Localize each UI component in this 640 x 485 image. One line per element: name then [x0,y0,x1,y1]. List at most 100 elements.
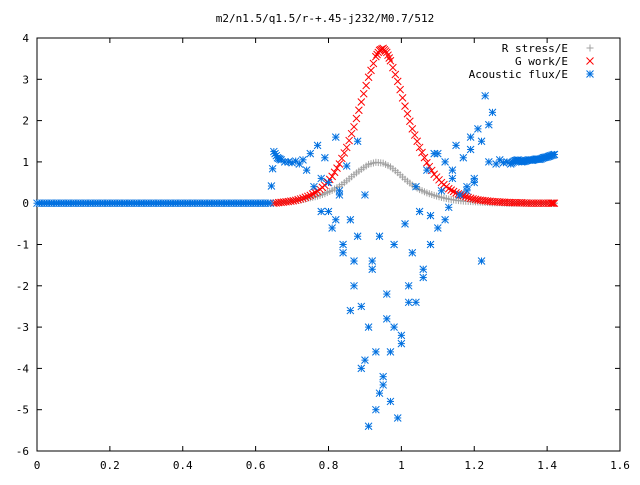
data-point [441,215,449,224]
data-point [361,191,369,199]
data-point [452,141,460,150]
data-point [420,153,429,162]
data-point [386,348,395,356]
data-point [466,145,475,154]
data-point [419,265,428,274]
y-tick-label: -4 [16,362,30,375]
data-point [398,94,407,102]
data-point [339,248,347,257]
x-tick-label: 0.2 [100,459,120,472]
data-point [466,133,475,141]
data-point [321,153,329,162]
data-point [469,194,477,203]
data-point [308,190,317,198]
data-point [303,192,312,201]
data-point [391,70,400,79]
data-point [437,186,446,195]
data-point [390,240,398,249]
data-point [408,125,417,133]
data-point [357,302,366,311]
data-point [347,129,356,138]
data-point [350,281,358,290]
data-point [294,195,302,204]
legend-label: R stress/E [502,42,568,55]
data-point [350,122,358,131]
data-point [299,155,307,164]
data-point [419,273,428,282]
data-point [404,298,413,307]
x-tick-label: 1.2 [464,459,484,472]
y-tick-label: 1 [22,156,29,169]
data-point [328,172,336,181]
x-tick-label: 0.8 [319,459,339,472]
data-point [359,89,368,98]
data-point [355,106,363,115]
data-point [477,137,486,146]
y-tick-label: -3 [16,321,29,334]
data-point [423,158,431,167]
data-point [301,193,310,202]
data-point [393,414,402,422]
data-point [477,257,486,265]
data-point [382,290,391,298]
data-point [390,323,398,331]
data-point [353,137,362,146]
data-point [412,182,420,191]
data-point [470,174,479,183]
data-point [368,265,377,274]
data-point [488,108,497,117]
data-point [324,178,333,187]
x-tick-label: 0 [34,459,41,472]
data-point [474,125,482,133]
series-layer [33,44,559,431]
y-tick-label: 4 [22,32,29,45]
data-point [345,136,354,145]
x-tick-label: 0.4 [173,459,193,472]
data-point [386,397,395,406]
data-point [466,194,475,203]
data-point [444,203,453,212]
x-tick-label: 1 [398,459,405,472]
data-point [302,166,311,175]
data-point [375,232,384,241]
data-point [364,422,373,431]
data-point [342,162,351,170]
data-point [330,168,339,177]
data-point [335,160,344,168]
data-point [372,52,380,61]
data-point [364,73,373,82]
legend-label: Acoustic flux/E [469,68,568,81]
data-point [401,102,409,110]
data-point [503,158,511,166]
data-point [372,405,380,414]
data-point [397,331,406,340]
data-point [549,199,558,208]
data-point [342,143,351,152]
data-point [426,211,435,220]
data-point [382,314,391,323]
data-point [550,199,559,208]
series-1 [269,44,559,208]
data-point [412,298,420,307]
data-point [352,114,361,123]
data-point [448,166,457,175]
data-point [340,149,349,157]
data-point [430,149,439,158]
data-point [299,194,307,203]
x-tick-label: 0.6 [246,459,266,472]
data-point [463,186,471,195]
data-point [306,191,315,200]
data-point [313,141,322,150]
data-point [464,193,473,202]
data-point [350,257,358,265]
data-point [448,174,457,183]
data-point [433,149,442,158]
data-point [546,199,555,208]
data-point [289,196,298,205]
data-point [415,207,424,216]
data-point [481,91,490,100]
data-point [317,174,326,183]
y-tick-label: 3 [22,73,29,86]
